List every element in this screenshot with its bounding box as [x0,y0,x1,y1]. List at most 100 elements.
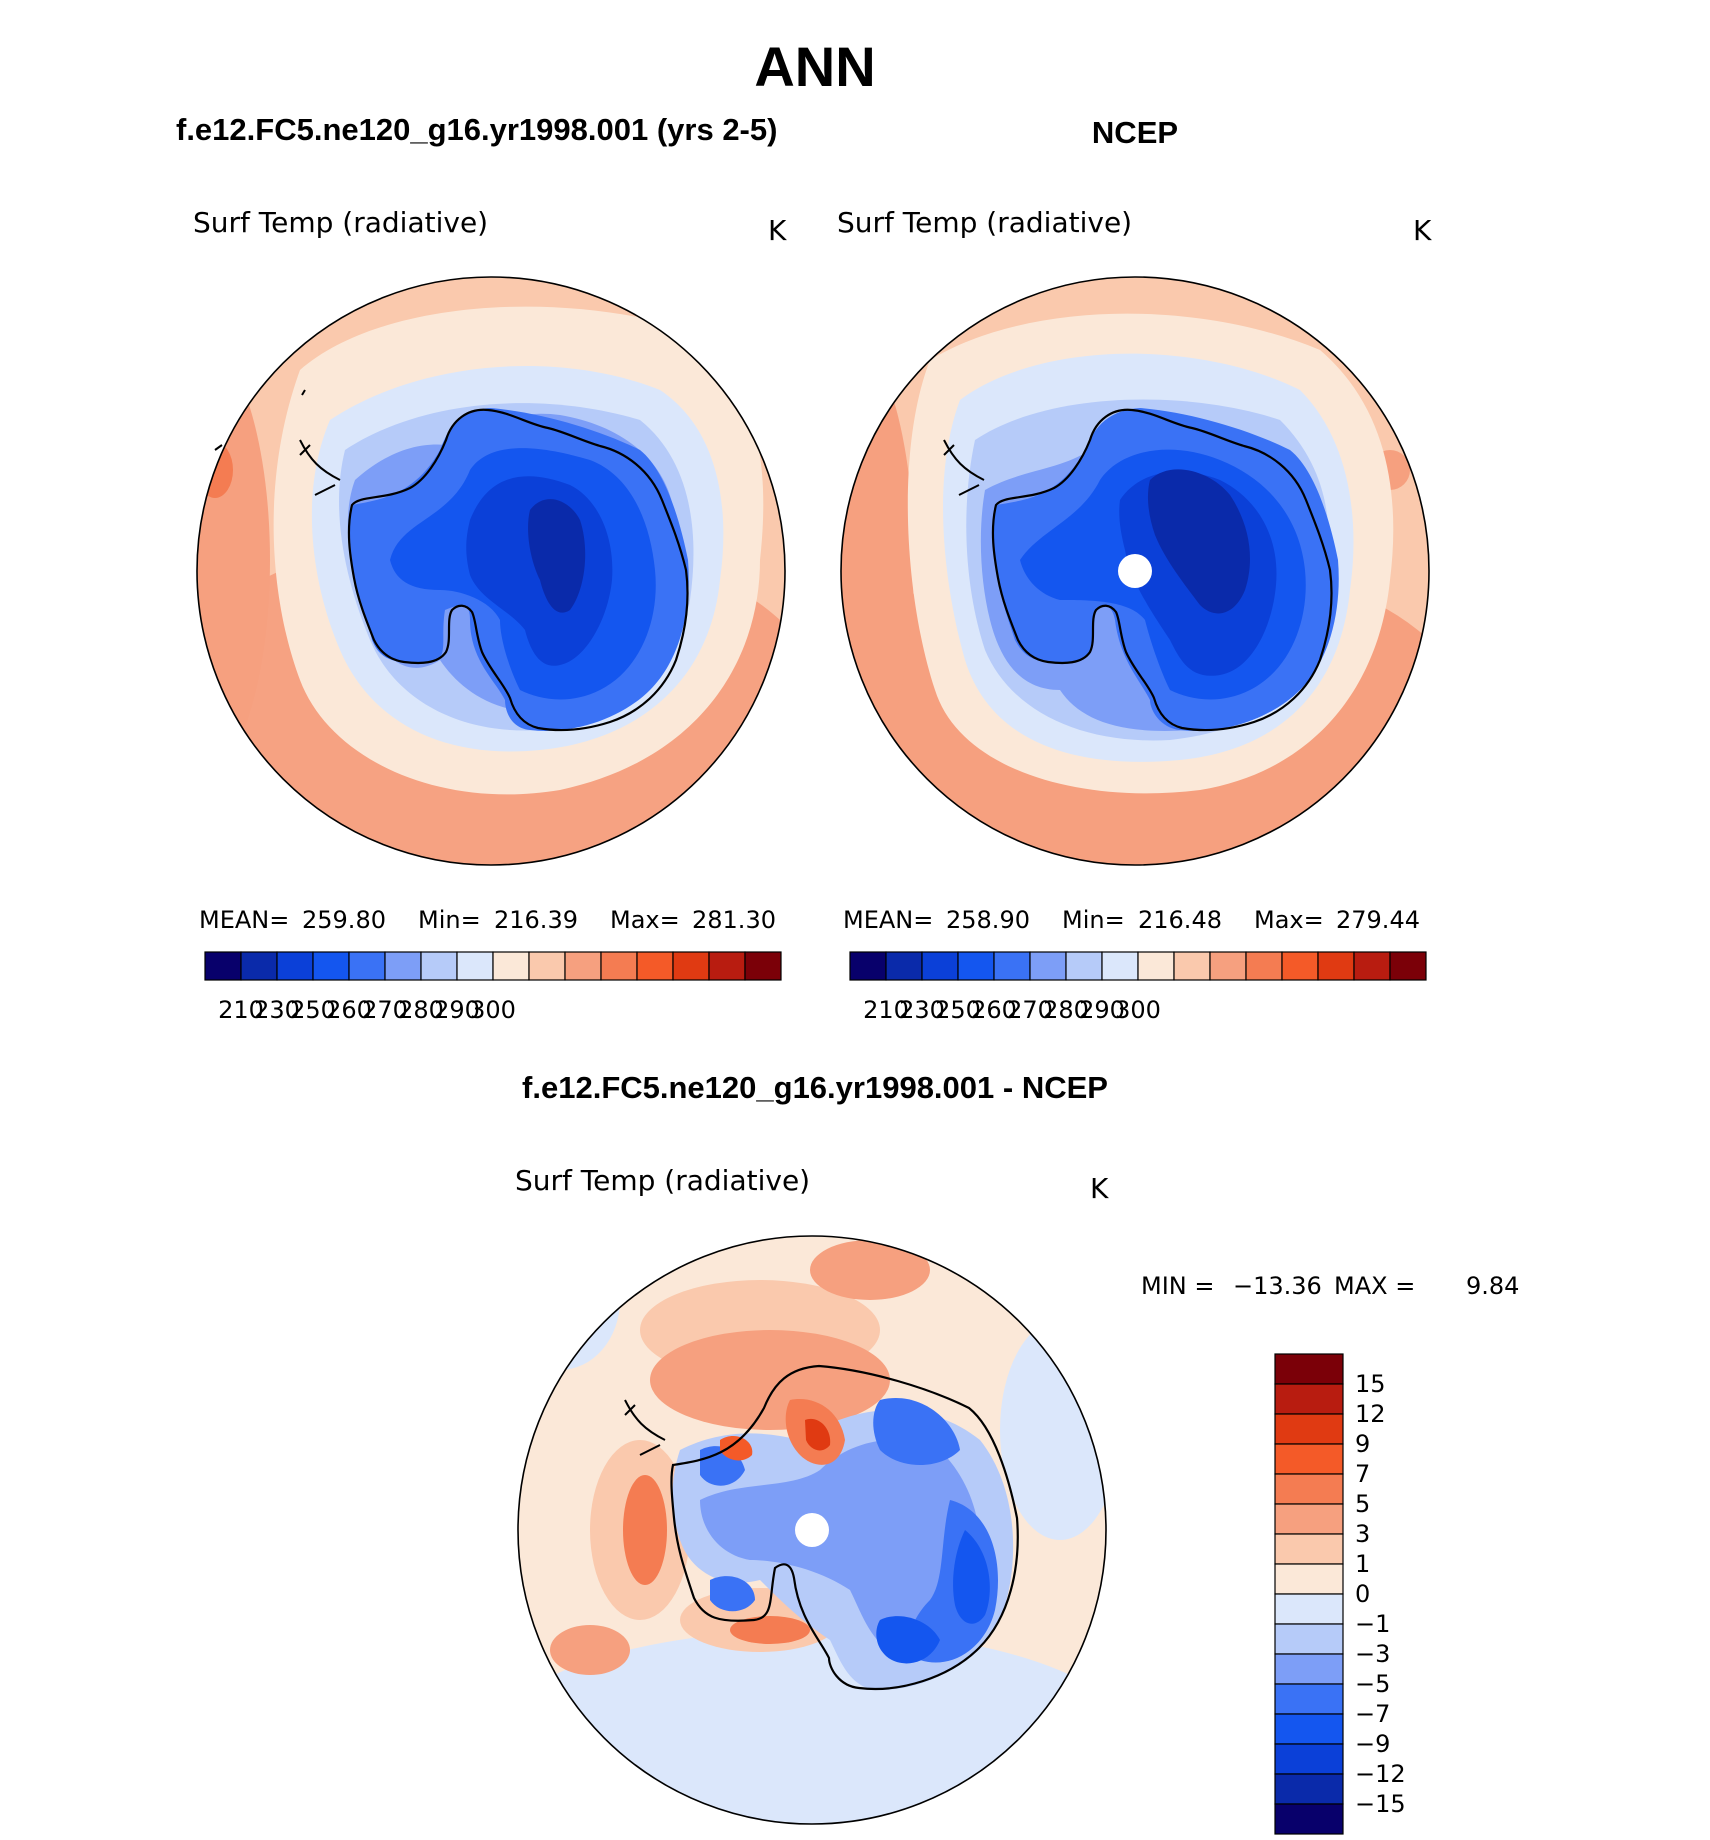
panel-a-colorbar-box [384,951,422,981]
panel-c-max-label: MAX = [1334,1272,1415,1300]
panel-b-colorbar-box [849,951,887,981]
panel-b-colorbar-box [1137,951,1175,981]
panel-a-variable: Surf Temp (radiative) [193,206,488,239]
panel-a-colorbar-tick-label: 230 [254,996,300,1024]
panel-a-colorbar-tick-label: 300 [470,996,516,1024]
panel-b-colorbar-box [957,951,995,981]
panel-b-colorbar-box [1353,951,1391,981]
panel-c-min-value: −13.36 [1233,1272,1322,1300]
panel-c-colorbar-tick-label: 3 [1355,1520,1370,1548]
panel-c-stats: MIN = −13.36 MAX = 9.84 [1141,1272,1519,1300]
panel-c-pole-mask [795,1513,829,1547]
panel-c-header: f.e12.FC5.ne120_g16.yr1998.001 - NCEP [522,1070,1108,1105]
panel-a-units: K [768,214,787,247]
panel-c-colorbar-box [1274,1653,1344,1685]
panel-a-map [196,276,786,866]
panel-c-colorbar-tick-label: −15 [1355,1790,1406,1818]
panel-b-colorbar-box [1065,951,1103,981]
panel-c-colorbar-box [1274,1593,1344,1625]
panel-b-colorbar-box [885,951,923,981]
panel-a-max-label: Max= [610,906,680,934]
panel-c-colorbar-tick-label: 15 [1355,1370,1386,1398]
panel-c-colorbar-tick-label: −1 [1355,1610,1390,1638]
panel-b-colorbar-tick-label: 270 [1007,996,1053,1024]
panel-a-colorbar [204,951,782,981]
panel-b-mean-label: MEAN= [843,906,933,934]
panel-a-mean-value: 259.80 [302,906,386,934]
panel-b-colorbar-box [1389,951,1427,981]
panel-c-variable: Surf Temp (radiative) [515,1164,810,1197]
panel-c-colorbar-box [1274,1683,1344,1715]
panel-c-map [517,1235,1107,1825]
panel-a-colorbar-tick-label: 290 [434,996,480,1024]
panel-c-colorbar-box [1274,1743,1344,1775]
panel-b-min-value: 216.48 [1138,906,1222,934]
panel-b-colorbar-tick-label: 260 [971,996,1017,1024]
panel-b-units: K [1413,214,1432,247]
panel-c-colorbar-box [1274,1803,1344,1835]
panel-b-colorbar-tick-label: 280 [1043,996,1089,1024]
panel-a-stats: MEAN= 259.80 Min= 216.39 Max= 281.30 [199,906,776,934]
panel-c-colorbar-tick-label: 5 [1355,1490,1370,1518]
panel-c-colorbar-tick-label: −5 [1355,1670,1390,1698]
panel-b-colorbar-tick-label: 210 [863,996,909,1024]
panel-b-min-label: Min= [1062,906,1125,934]
panel-a-colorbar-box [204,951,242,981]
panel-a-header: f.e12.FC5.ne120_g16.yr1998.001 (yrs 2-5) [176,112,777,147]
panel-c-colorbar-box [1274,1533,1344,1565]
panel-a-colorbar-tick-label: 250 [290,996,336,1024]
panel-c-colorbar-box [1274,1563,1344,1595]
panel-c-colorbar-box [1274,1623,1344,1655]
panel-c-min-label: MIN = [1141,1272,1214,1300]
panel-c-colorbar-tick-label: 0 [1355,1580,1370,1608]
panel-c-colorbar-box [1274,1413,1344,1445]
panel-b-colorbar [849,951,1427,981]
panel-c-colorbar-tick-label: −9 [1355,1730,1390,1758]
panel-b-colorbar-tick-label: 230 [899,996,945,1024]
panel-b-colorbar-box [1209,951,1247,981]
figure-title: ANN [754,35,875,98]
panel-a-colorbar-tick-label: 260 [326,996,372,1024]
panel-a-colorbar-box [564,951,602,981]
panel-b-header: NCEP [1092,115,1178,150]
panel-a-min-label: Min= [418,906,481,934]
panel-a-colorbar-box [456,951,494,981]
panel-b-colorbar-box [1101,951,1139,981]
panel-a-colorbar-box [240,951,278,981]
panel-c-colorbar-tick-label: 7 [1355,1460,1370,1488]
panel-b-colorbar-box [1173,951,1211,981]
panel-c-colorbar [1274,1353,1344,1835]
panel-a-colorbar-box [312,951,350,981]
panel-a-colorbar-box [348,951,386,981]
panel-c-colorbar-tick-label: 9 [1355,1430,1370,1458]
panel-c-colorbar-tick-label: −3 [1355,1640,1390,1668]
panel-a-colorbar-tick-label: 280 [398,996,444,1024]
panel-b-colorbar-box [1317,951,1355,981]
panel-c-colorbar-tick-label: 1 [1355,1550,1370,1578]
panel-c-colorbar-tick-label: −7 [1355,1700,1390,1728]
panel-c-colorbar-tick-label: 12 [1355,1400,1386,1428]
panel-b-colorbar-box [1029,951,1067,981]
panel-b-colorbar-box [1245,951,1283,981]
panel-a-colorbar-box [420,951,458,981]
panel-c-colorbar-box [1274,1473,1344,1505]
panel-a-colorbar-tick-label: 210 [218,996,264,1024]
panel-c-colorbar-box [1274,1443,1344,1475]
panel-b-colorbar-tick-label: 250 [935,996,981,1024]
panel-c-colorbar-box [1274,1503,1344,1535]
panel-b-max-label: Max= [1254,906,1324,934]
panel-b-colorbar-tick-label: 300 [1115,996,1161,1024]
panel-a-colorbar-box [744,951,782,981]
panel-b-max-value: 279.44 [1336,906,1420,934]
panel-a-colorbar-box [528,951,566,981]
panel-a-min-value: 216.39 [494,906,578,934]
panel-b-stats: MEAN= 258.90 Min= 216.48 Max= 279.44 [843,906,1420,934]
panel-a-colorbar-box [672,951,710,981]
panel-c-colorbar-tick-label: −12 [1355,1760,1406,1788]
panel-b-colorbar-box [993,951,1031,981]
panel-b-map [840,276,1430,866]
